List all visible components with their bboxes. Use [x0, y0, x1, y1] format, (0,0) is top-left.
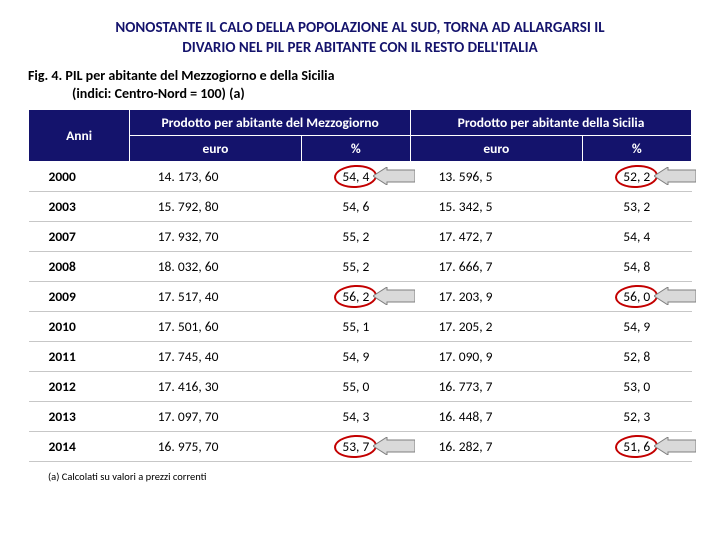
circle-annotation [615, 284, 659, 309]
table-cell: 2013 [29, 401, 130, 431]
caption-line-1: Fig. 4. PIL per abitante del Mezzogiorno… [28, 67, 335, 84]
table-cell: 54, 8 [582, 251, 692, 281]
arrow-left-icon [373, 287, 415, 305]
header-anni: Anni [29, 109, 130, 161]
table-cell: 54, 9 [582, 311, 692, 341]
table-cell: 14. 173, 60 [130, 161, 301, 191]
table-cell: 2010 [29, 311, 130, 341]
table-cell: 52, 8 [582, 341, 692, 371]
table-cell: 17. 517, 40 [130, 281, 301, 311]
table-cell: 2003 [29, 191, 130, 221]
header-euro-1: euro [130, 135, 301, 161]
table-cell: 17. 666, 7 [411, 251, 582, 281]
highlighted-value: 56, 2 [342, 288, 369, 305]
table-cell: 52, 3 [582, 401, 692, 431]
header-pct-2: % [582, 135, 692, 161]
highlighted-value: 52, 2 [623, 168, 650, 185]
table-cell: 2008 [29, 251, 130, 281]
page-title: NONOSTANTE IL CALO DELLA POPOLAZIONE AL … [28, 18, 692, 59]
table-cell: 53, 7 [301, 431, 410, 461]
highlighted-value: 51, 6 [623, 438, 650, 455]
table-row: 200014. 173, 60 54, 4 13. 596, 5 52, 2 [29, 161, 692, 191]
header-euro-2: euro [411, 135, 582, 161]
arrow-left-icon [373, 437, 415, 455]
arrow-left-icon [373, 167, 415, 185]
table-cell: 15. 792, 80 [130, 191, 301, 221]
circle-annotation [334, 434, 378, 459]
table-row: 201217. 416, 3055, 016. 773, 753, 0 [29, 371, 692, 401]
table-row: 200917. 517, 40 56, 2 17. 203, 9 56, 0 [29, 281, 692, 311]
table-cell: 18. 032, 60 [130, 251, 301, 281]
table-cell: 53, 2 [582, 191, 692, 221]
figure-caption: Fig. 4. PIL per abitante del Mezzogiorno… [28, 67, 692, 103]
table-row: 201017. 501, 6055, 117. 205, 254, 9 [29, 311, 692, 341]
table-row: 200315. 792, 8054, 615. 342, 553, 2 [29, 191, 692, 221]
table-cell: 16. 975, 70 [130, 431, 301, 461]
table-cell: 2011 [29, 341, 130, 371]
table-cell: 55, 0 [301, 371, 410, 401]
header-sicilia: Prodotto per abitante della Sicilia [411, 109, 692, 135]
table-cell: 13. 596, 5 [411, 161, 582, 191]
circle-annotation [334, 284, 378, 309]
table-cell: 16. 448, 7 [411, 401, 582, 431]
table-cell: 17. 090, 9 [411, 341, 582, 371]
table-cell: 17. 416, 30 [130, 371, 301, 401]
table-cell: 56, 2 [301, 281, 410, 311]
table-cell: 54, 4 [301, 161, 410, 191]
table-cell: 54, 3 [301, 401, 410, 431]
table-cell: 16. 773, 7 [411, 371, 582, 401]
highlighted-value: 56, 0 [623, 288, 650, 305]
table-cell: 17. 472, 7 [411, 221, 582, 251]
table-cell: 17. 501, 60 [130, 311, 301, 341]
table-cell: 54, 6 [301, 191, 410, 221]
table-cell: 2014 [29, 431, 130, 461]
table-cell: 53, 0 [582, 371, 692, 401]
arrow-left-icon [654, 287, 696, 305]
table-row: 201317. 097, 7054, 316. 448, 752, 3 [29, 401, 692, 431]
table-header: Anni Prodotto per abitante del Mezzogior… [29, 109, 692, 161]
header-pct-1: % [301, 135, 410, 161]
table-cell: 54, 4 [582, 221, 692, 251]
circle-annotation [615, 164, 659, 189]
data-table: Anni Prodotto per abitante del Mezzogior… [28, 109, 692, 462]
table-cell: 55, 1 [301, 311, 410, 341]
table-cell: 2009 [29, 281, 130, 311]
table-cell: 2000 [29, 161, 130, 191]
table-cell: 56, 0 [582, 281, 692, 311]
table-cell: 17. 203, 9 [411, 281, 582, 311]
circle-annotation [615, 434, 659, 459]
table-cell: 51, 6 [582, 431, 692, 461]
highlighted-value: 53, 7 [342, 438, 369, 455]
table-cell: 15. 342, 5 [411, 191, 582, 221]
table-cell: 55, 2 [301, 251, 410, 281]
title-line-2: DIVARIO NEL PIL PER ABITANTE CON IL REST… [182, 39, 537, 57]
header-mezzogiorno: Prodotto per abitante del Mezzogiorno [130, 109, 411, 135]
table-cell: 54, 9 [301, 341, 410, 371]
title-line-1: NONOSTANTE IL CALO DELLA POPOLAZIONE AL … [115, 19, 604, 37]
table-row: 200717. 932, 7055, 217. 472, 754, 4 [29, 221, 692, 251]
table-row: 200818. 032, 6055, 217. 666, 754, 8 [29, 251, 692, 281]
table-cell: 55, 2 [301, 221, 410, 251]
circle-annotation [334, 164, 378, 189]
table-cell: 16. 282, 7 [411, 431, 582, 461]
table-cell: 17. 205, 2 [411, 311, 582, 341]
table-cell: 2012 [29, 371, 130, 401]
table-cell: 52, 2 [582, 161, 692, 191]
table-cell: 2007 [29, 221, 130, 251]
table-body: 200014. 173, 60 54, 4 13. 596, 5 52, 2 200… [29, 161, 692, 461]
footnote: (a) Calcolati su valori a prezzi corrent… [28, 470, 692, 483]
table-cell: 17. 745, 40 [130, 341, 301, 371]
table-row: 201416. 975, 70 53, 7 16. 282, 7 51, 6 [29, 431, 692, 461]
table-cell: 17. 932, 70 [130, 221, 301, 251]
table-cell: 17. 097, 70 [130, 401, 301, 431]
highlighted-value: 54, 4 [342, 168, 369, 185]
arrow-left-icon [654, 437, 696, 455]
table-row: 201117. 745, 4054, 917. 090, 952, 8 [29, 341, 692, 371]
caption-line-2: (indici: Centro-Nord = 100) (a) [28, 85, 692, 103]
arrow-left-icon [654, 167, 696, 185]
